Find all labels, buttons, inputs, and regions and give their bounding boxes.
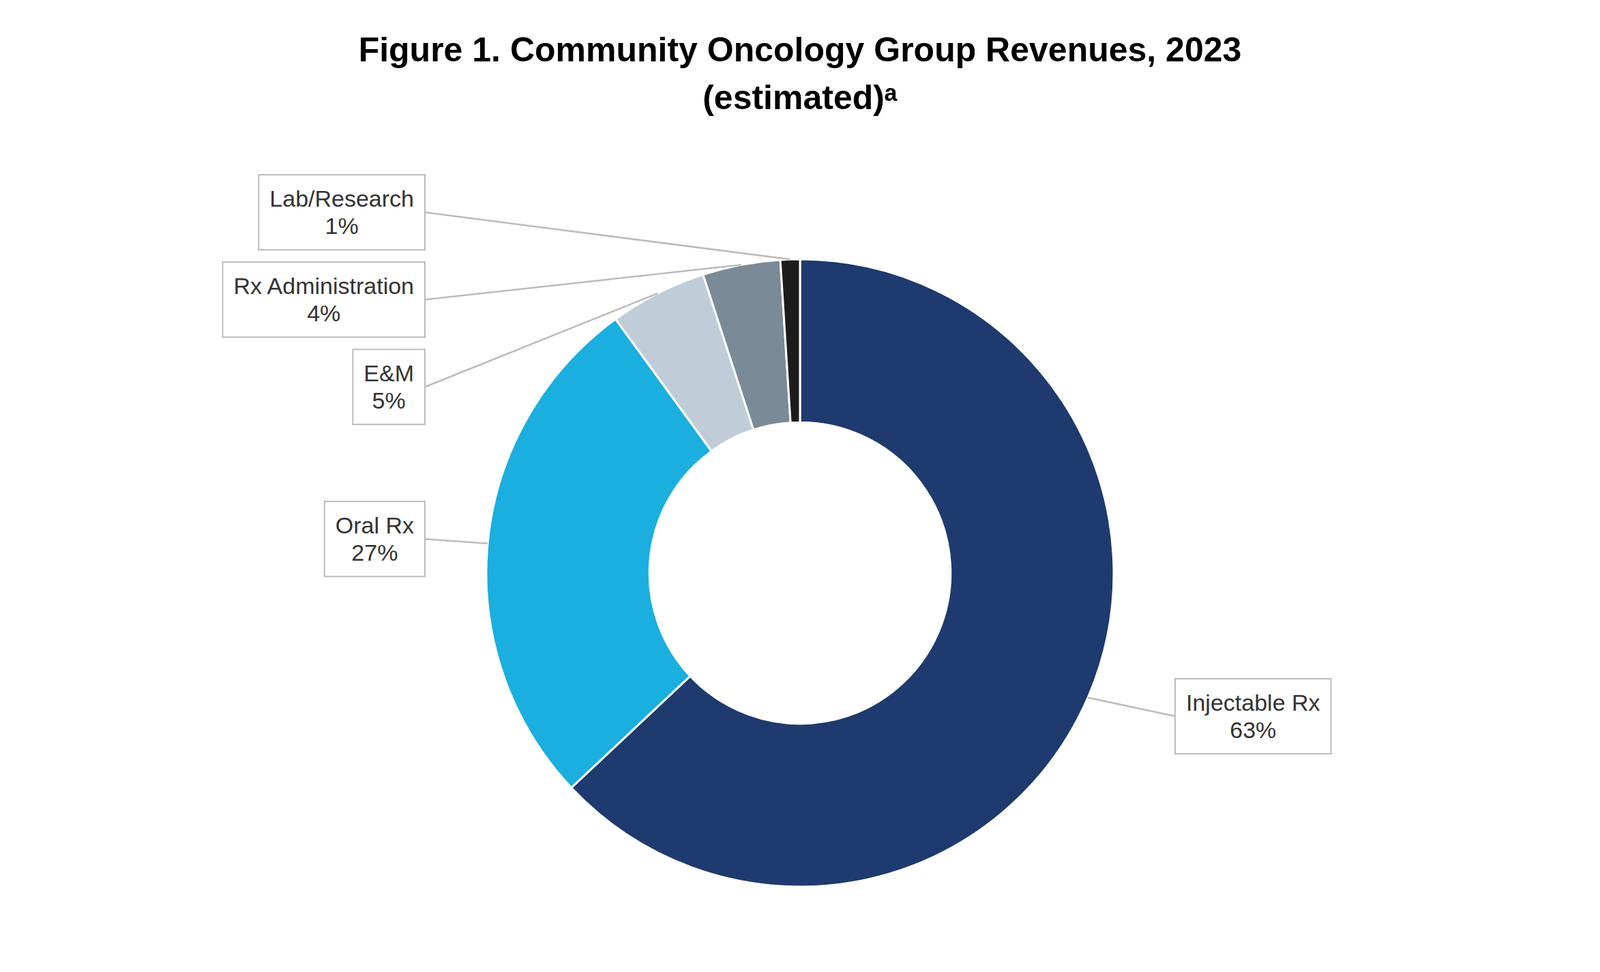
slice (703, 259, 791, 430)
leader-line (424, 264, 742, 300)
chart-svg: Figure 1. Community Oncology Group Reven… (0, 0, 1600, 972)
value-label: 63% (1229, 716, 1277, 743)
value-label: 1% (325, 212, 359, 239)
label-box (222, 261, 425, 337)
label-box (258, 174, 425, 250)
value-label: 4% (306, 300, 341, 327)
label-text: Rx Administration4% (233, 272, 414, 327)
data-labels: Injectable Rx63% Oral Rx27% E&M5% Rx Admini… (222, 174, 1331, 754)
data-label: Injectable Rx63% (1175, 678, 1332, 754)
label-box (1175, 678, 1332, 754)
value-label: 27% (351, 539, 398, 566)
leader-line (424, 293, 658, 387)
leader-line (424, 212, 791, 260)
leader-line (424, 538, 488, 543)
title: Figure 1. Community Oncology Group Reven… (358, 30, 1242, 69)
label-text: Lab/Research1% (269, 185, 414, 239)
data-label: Oral Rx27% (324, 501, 425, 577)
value-label: 5% (372, 387, 406, 414)
label-text: Oral Rx27% (335, 512, 414, 566)
category-label: Oral Rx (335, 512, 414, 539)
chart-container: Figure 1. Community Oncology Group Reven… (0, 0, 1600, 972)
label-text: Injectable Rx63% (1186, 689, 1321, 743)
subtitle: (estimated)ᵃ (702, 78, 898, 117)
slices (486, 259, 1114, 887)
label-text: E&M5% (363, 360, 414, 414)
data-label: Lab/Research1% (258, 174, 425, 250)
category-label: Rx Administration (233, 272, 414, 299)
leader-line (1087, 697, 1176, 717)
leader-lines (424, 212, 1176, 717)
slice (780, 259, 800, 423)
slice (571, 259, 1114, 887)
data-label: Rx Administration4% (222, 261, 425, 337)
category-label: Lab/Research (269, 185, 414, 212)
label-box (352, 349, 425, 425)
label-box (324, 501, 425, 577)
data-label: E&M5% (352, 349, 425, 425)
category-label: Injectable Rx (1186, 689, 1321, 716)
category-label: E&M (363, 360, 414, 387)
